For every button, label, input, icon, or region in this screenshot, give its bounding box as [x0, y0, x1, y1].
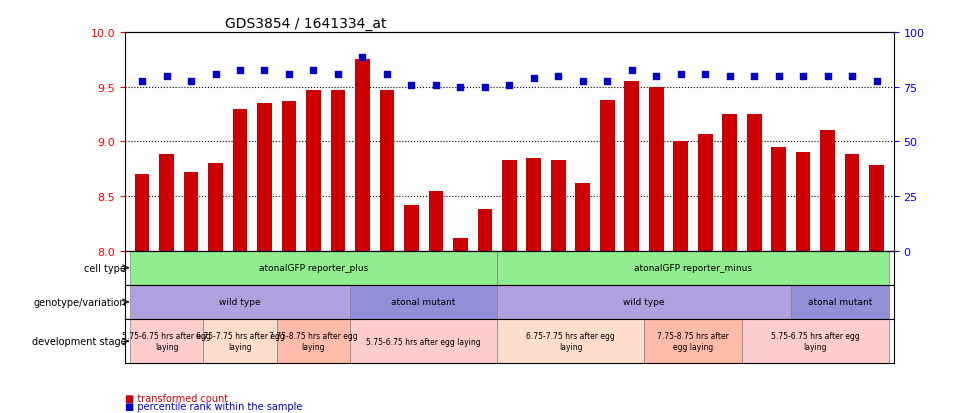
Point [453, 84, 468, 91]
Text: 5.75-6.75 hrs after egg
laying: 5.75-6.75 hrs after egg laying [122, 332, 210, 351]
FancyBboxPatch shape [497, 285, 791, 319]
Text: 7.75-8.75 hrs after
egg laying: 7.75-8.75 hrs after egg laying [657, 332, 728, 351]
FancyBboxPatch shape [497, 319, 644, 363]
Bar [821, 131, 835, 413]
Bar [429, 191, 443, 413]
Text: 5.75-6.75 hrs after egg
laying: 5.75-6.75 hrs after egg laying [771, 332, 860, 351]
Bar [600, 101, 615, 413]
Bar [772, 147, 786, 413]
Bar [870, 166, 884, 413]
Text: atonalGFP reporter_plus: atonalGFP reporter_plus [259, 263, 368, 273]
Bar [723, 115, 737, 413]
Point [698, 71, 713, 78]
Point [722, 74, 737, 80]
Point [796, 74, 811, 80]
FancyBboxPatch shape [350, 285, 497, 319]
Point [429, 82, 444, 89]
Bar [747, 115, 761, 413]
Text: ■ percentile rank within the sample: ■ percentile rank within the sample [125, 401, 303, 411]
Point [600, 79, 615, 85]
Text: cell type: cell type [85, 263, 126, 273]
FancyBboxPatch shape [130, 251, 497, 285]
Text: genotype/variation: genotype/variation [34, 297, 126, 307]
Point [159, 74, 174, 80]
Text: 6.75-7.75 hrs after egg
laying: 6.75-7.75 hrs after egg laying [196, 332, 284, 351]
Text: ■ transformed count: ■ transformed count [125, 393, 228, 403]
FancyBboxPatch shape [497, 251, 889, 285]
Text: 6.75-7.75 hrs after egg
laying: 6.75-7.75 hrs after egg laying [527, 332, 615, 351]
Bar [845, 155, 859, 413]
Point [624, 68, 639, 74]
Point [184, 79, 199, 85]
Bar [551, 161, 566, 413]
Bar [160, 155, 174, 413]
FancyBboxPatch shape [644, 319, 742, 363]
Bar [233, 109, 247, 413]
Text: atonal mutant: atonal mutant [391, 298, 456, 306]
Bar [478, 210, 492, 413]
FancyBboxPatch shape [204, 319, 277, 363]
Text: atonal mutant: atonal mutant [807, 298, 872, 306]
Bar [282, 102, 296, 413]
Point [404, 82, 419, 89]
Text: wild type: wild type [623, 298, 665, 306]
FancyBboxPatch shape [130, 285, 350, 319]
Bar [380, 91, 394, 413]
Text: 5.75-6.75 hrs after egg laying: 5.75-6.75 hrs after egg laying [366, 337, 480, 346]
Point [478, 84, 493, 91]
Point [355, 55, 370, 62]
Point [282, 71, 297, 78]
Bar [258, 104, 272, 413]
Point [869, 79, 884, 85]
Point [673, 71, 688, 78]
Bar [674, 142, 688, 413]
Bar [307, 91, 321, 413]
Text: wild type: wild type [219, 298, 260, 306]
Bar [625, 82, 639, 413]
Bar [527, 159, 541, 413]
Text: GDS3854 / 1641334_at: GDS3854 / 1641334_at [225, 17, 386, 31]
Point [747, 74, 762, 80]
FancyBboxPatch shape [277, 319, 350, 363]
Point [331, 71, 346, 78]
Bar [355, 60, 370, 413]
Bar [184, 173, 198, 413]
FancyBboxPatch shape [130, 319, 204, 363]
Point [208, 71, 223, 78]
Point [257, 68, 272, 74]
Point [135, 79, 150, 85]
Text: atonalGFP reporter_minus: atonalGFP reporter_minus [634, 263, 752, 273]
Point [649, 74, 664, 80]
Point [306, 68, 321, 74]
Bar [796, 153, 810, 413]
Point [380, 71, 395, 78]
Bar [649, 88, 664, 413]
Point [771, 74, 786, 80]
Bar [209, 164, 223, 413]
Bar [576, 183, 590, 413]
Point [502, 82, 517, 89]
Bar [453, 238, 468, 413]
Text: development stage: development stage [32, 336, 126, 346]
Bar [135, 175, 149, 413]
FancyBboxPatch shape [350, 319, 497, 363]
Bar [698, 134, 712, 413]
Point [845, 74, 860, 80]
FancyBboxPatch shape [791, 285, 889, 319]
Bar [502, 161, 517, 413]
Text: 7.75-8.75 hrs after egg
laying: 7.75-8.75 hrs after egg laying [269, 332, 357, 351]
FancyBboxPatch shape [742, 319, 889, 363]
Point [233, 68, 248, 74]
Point [551, 74, 566, 80]
Bar [331, 91, 345, 413]
Point [820, 74, 835, 80]
Point [526, 76, 541, 82]
Bar [404, 205, 419, 413]
Point [575, 79, 590, 85]
